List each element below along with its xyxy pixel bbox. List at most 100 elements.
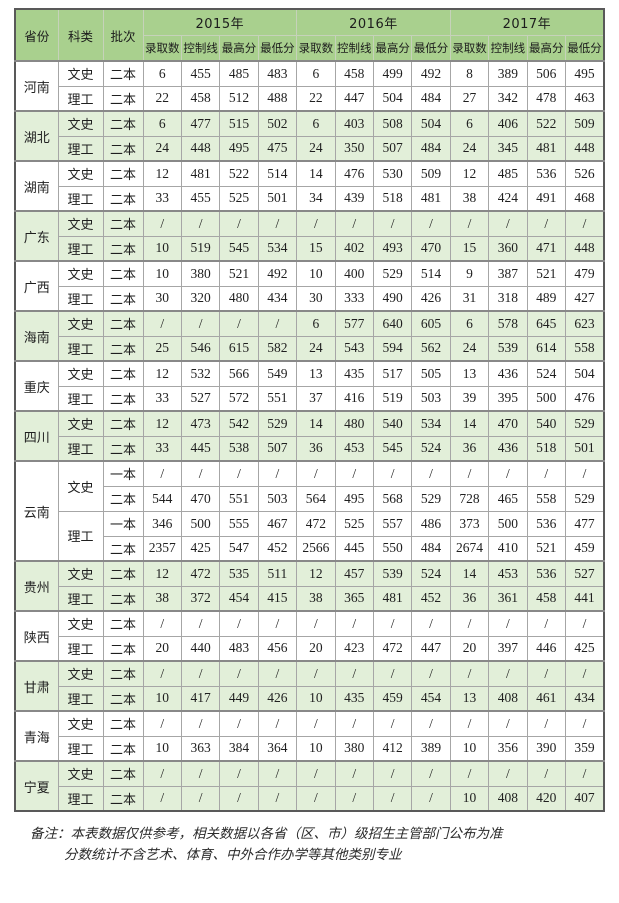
header-year-2016: 2016年 — [296, 8, 451, 36]
score-cell: / — [564, 710, 605, 737]
score-cell: 472 — [180, 560, 221, 587]
subject-cell: 文史 — [57, 610, 104, 637]
score-cell: 454 — [219, 585, 259, 612]
score-cell: / — [449, 660, 490, 687]
score-cell: 420 — [526, 785, 566, 812]
score-cell: 10 — [449, 785, 490, 812]
header-metric: 录取数 — [142, 34, 182, 62]
score-cell: / — [564, 610, 605, 637]
score-cell: / — [180, 610, 221, 637]
score-cell: 453 — [334, 435, 374, 462]
province-cell: 陕西 — [14, 610, 59, 662]
score-cell: 6 — [142, 60, 182, 87]
score-cell: 536 — [526, 510, 566, 537]
score-cell: 502 — [257, 110, 298, 137]
score-cell: / — [296, 660, 336, 687]
score-cell: 446 — [526, 635, 566, 662]
score-cell: 436 — [488, 435, 528, 462]
province-cell: 四川 — [14, 410, 59, 462]
score-cell: 458 — [334, 60, 374, 87]
score-cell: / — [488, 760, 528, 787]
score-cell: 445 — [334, 535, 374, 562]
score-cell: 484 — [411, 85, 451, 112]
score-cell: / — [257, 610, 298, 637]
score-cell: 2357 — [142, 535, 182, 562]
score-cell: / — [372, 760, 413, 787]
score-cell: 417 — [180, 685, 221, 712]
score-cell: 10 — [142, 685, 182, 712]
score-cell: 12 — [142, 560, 182, 587]
score-cell: 25 — [142, 335, 182, 362]
score-cell: 10 — [142, 235, 182, 262]
batch-cell: 二本 — [102, 185, 144, 212]
batch-cell: 二本 — [102, 260, 144, 287]
score-cell: 448 — [564, 235, 605, 262]
score-cell: 8 — [449, 60, 490, 87]
score-cell: / — [411, 210, 451, 237]
score-cell: 372 — [180, 585, 221, 612]
score-cell: 476 — [334, 160, 374, 187]
score-cell: / — [449, 710, 490, 737]
score-cell: / — [488, 710, 528, 737]
batch-cell: 二本 — [102, 60, 144, 87]
score-cell: 410 — [488, 535, 528, 562]
score-cell: 14 — [449, 560, 490, 587]
score-cell: / — [296, 760, 336, 787]
table-row: 云南 文史 一本 / / / / / / / / / / / / — [14, 460, 605, 562]
table-row: 陕西 文史 二本 / / / / / / / / / / / / — [14, 610, 605, 662]
subject-cell: 文史 — [57, 710, 104, 737]
score-cell: 527 — [180, 385, 221, 412]
batch-cell: 二本 — [102, 535, 144, 562]
score-cell: 408 — [488, 785, 528, 812]
score-cell: 640 — [372, 310, 413, 337]
batch-cell: 二本 — [102, 360, 144, 387]
score-cell: / — [180, 660, 221, 687]
score-cell: 485 — [488, 160, 528, 187]
score-cell: 491 — [526, 185, 566, 212]
score-cell: 403 — [334, 110, 374, 137]
score-cell: 500 — [180, 510, 221, 537]
score-cell: 363 — [180, 735, 221, 762]
score-cell: 36 — [296, 435, 336, 462]
score-cell: / — [257, 210, 298, 237]
score-cell: 12 — [142, 360, 182, 387]
score-cell: 423 — [334, 635, 374, 662]
score-cell: 473 — [180, 410, 221, 437]
batch-cell: 二本 — [102, 235, 144, 262]
score-cell: 542 — [219, 410, 259, 437]
header-metric: 最低分 — [564, 34, 605, 62]
score-cell: 10 — [142, 735, 182, 762]
header-metric: 最高分 — [526, 34, 566, 62]
score-cell: / — [180, 710, 221, 737]
score-cell: 333 — [334, 285, 374, 312]
score-cell: 38 — [142, 585, 182, 612]
score-cell: 9 — [449, 260, 490, 287]
header-metric: 最高分 — [372, 34, 413, 62]
subject-cell: 理工 — [57, 735, 104, 762]
table-body: 河南 文史 二本 6 455 485 483 6 458 499 492 8 389 506 495 理工 二本… — [14, 60, 605, 812]
score-cell: / — [219, 610, 259, 637]
score-cell: 529 — [257, 410, 298, 437]
subject-cell: 理工 — [57, 335, 104, 362]
score-cell: 346 — [142, 510, 182, 537]
header-batch: 批次 — [102, 8, 144, 62]
score-cell: / — [219, 710, 259, 737]
batch-cell: 二本 — [102, 560, 144, 587]
score-cell: / — [449, 760, 490, 787]
score-cell: / — [564, 760, 605, 787]
score-cell: 12 — [449, 160, 490, 187]
score-cell: 582 — [257, 335, 298, 362]
score-cell: 540 — [372, 410, 413, 437]
subject-cell: 理工 — [57, 585, 104, 612]
score-cell: / — [449, 610, 490, 637]
score-cell: 472 — [372, 635, 413, 662]
score-cell: 448 — [180, 135, 221, 162]
score-cell: / — [526, 760, 566, 787]
score-cell: 427 — [564, 285, 605, 312]
score-cell: 384 — [219, 735, 259, 762]
table-header: 省份 科类 批次 2015年 2016年 2017年 录取数 控制线 最高分 最… — [14, 8, 605, 62]
score-cell: / — [488, 660, 528, 687]
score-cell: / — [449, 210, 490, 237]
score-cell: 456 — [257, 635, 298, 662]
score-cell: / — [526, 710, 566, 737]
